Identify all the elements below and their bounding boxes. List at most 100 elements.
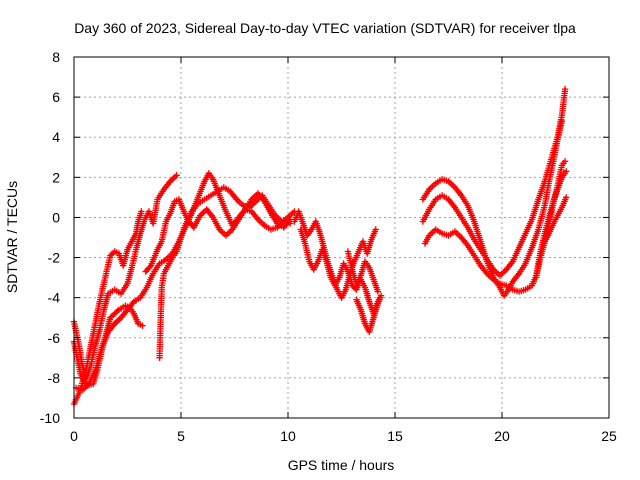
data-marks xyxy=(70,85,570,408)
data-point xyxy=(447,180,450,183)
series-arc-11 xyxy=(419,118,566,299)
data-point xyxy=(280,220,283,223)
grid xyxy=(74,57,609,418)
data-point xyxy=(565,170,568,173)
data-point xyxy=(428,208,431,211)
data-point xyxy=(505,284,508,287)
data-point xyxy=(293,220,296,223)
data-point xyxy=(119,292,123,295)
data-point xyxy=(107,330,110,333)
x-tick-label: 20 xyxy=(494,428,510,444)
data-point xyxy=(351,284,354,287)
data-point xyxy=(517,246,521,249)
data-point xyxy=(139,296,142,299)
data-point xyxy=(498,274,502,277)
data-point xyxy=(87,382,91,386)
data-point xyxy=(134,248,138,251)
data-point xyxy=(130,266,133,269)
data-point xyxy=(173,200,176,203)
data-point xyxy=(453,206,457,209)
data-point xyxy=(85,376,89,380)
data-point xyxy=(224,234,228,237)
data-point xyxy=(113,250,116,253)
data-point xyxy=(355,284,358,287)
data-point xyxy=(560,114,564,117)
data-point xyxy=(288,222,292,225)
data-point xyxy=(293,210,296,213)
data-point xyxy=(338,276,341,279)
data-point xyxy=(145,286,148,289)
data-point xyxy=(460,236,463,239)
data-point xyxy=(171,256,174,259)
data-point xyxy=(537,262,540,265)
data-point xyxy=(216,190,219,193)
data-point xyxy=(132,300,136,303)
data-point xyxy=(479,264,482,267)
data-point xyxy=(92,332,95,335)
data-point xyxy=(286,216,290,219)
data-point xyxy=(152,222,155,225)
data-point xyxy=(181,208,185,211)
data-point xyxy=(530,218,534,221)
data-point xyxy=(190,210,193,213)
data-point xyxy=(158,356,161,359)
data-point xyxy=(346,250,350,253)
data-point xyxy=(421,198,424,201)
data-point xyxy=(205,208,208,211)
x-tick-label: 0 xyxy=(70,428,78,444)
y-axis-title: SDTVAR / TECUs xyxy=(4,181,20,293)
data-point xyxy=(160,286,163,289)
data-point xyxy=(479,248,482,251)
data-point xyxy=(282,226,285,229)
data-point xyxy=(299,228,302,231)
data-point xyxy=(211,178,215,181)
data-point xyxy=(440,232,444,235)
data-point xyxy=(502,294,506,297)
series-arc-9 xyxy=(344,248,382,295)
data-point xyxy=(143,218,146,221)
data-point xyxy=(94,344,97,347)
data-point xyxy=(231,228,234,231)
data-point xyxy=(342,262,345,265)
data-point xyxy=(218,228,221,231)
data-point xyxy=(104,272,108,275)
data-point xyxy=(152,272,155,275)
data-point xyxy=(256,218,260,221)
data-point xyxy=(250,210,253,213)
data-point xyxy=(254,200,258,203)
data-point xyxy=(372,316,375,319)
data-point xyxy=(333,284,337,287)
data-point xyxy=(113,288,116,291)
data-point xyxy=(366,252,369,255)
data-point xyxy=(312,268,315,271)
data-point xyxy=(167,264,170,267)
data-point xyxy=(355,298,358,301)
data-point xyxy=(325,260,328,263)
data-point xyxy=(466,204,469,207)
data-point xyxy=(363,286,367,289)
data-point xyxy=(473,220,476,223)
x-tick-label: 25 xyxy=(601,428,617,444)
data-point xyxy=(505,268,508,271)
data-point xyxy=(359,308,362,311)
y-tick-label: -2 xyxy=(48,250,61,266)
series-markers xyxy=(419,118,566,299)
data-point xyxy=(318,232,322,235)
data-point xyxy=(117,308,121,311)
data-point xyxy=(535,276,538,279)
data-point xyxy=(100,346,104,349)
data-point xyxy=(357,250,360,253)
data-point xyxy=(492,268,495,271)
data-point xyxy=(211,216,215,219)
data-point xyxy=(537,198,540,201)
y-tick-label: 2 xyxy=(52,169,60,185)
data-point xyxy=(241,204,245,207)
data-point xyxy=(361,240,365,243)
data-point xyxy=(306,234,309,237)
data-point xyxy=(250,198,253,201)
data-point xyxy=(434,228,437,231)
data-point xyxy=(124,304,127,307)
data-point xyxy=(524,232,527,235)
data-point xyxy=(543,204,546,207)
data-point xyxy=(139,232,142,235)
